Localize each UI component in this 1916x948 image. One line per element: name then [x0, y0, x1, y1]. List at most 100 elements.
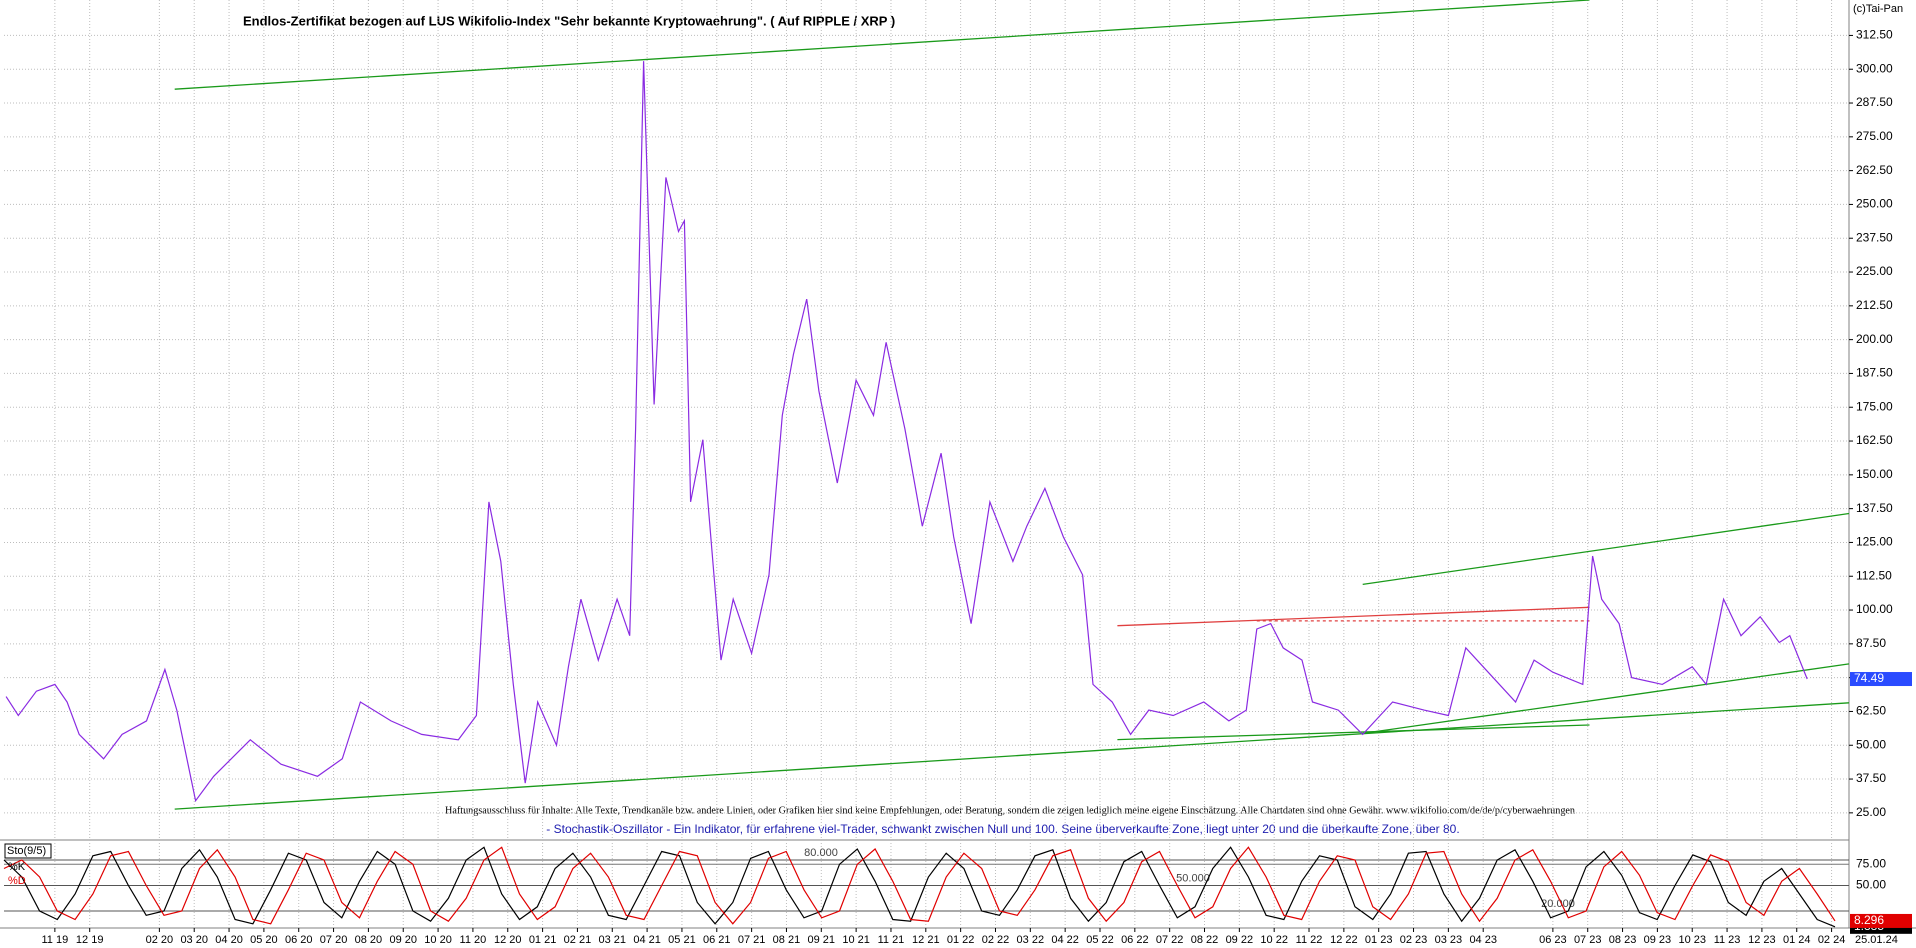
x-tick-label: 02 20: [146, 934, 174, 946]
y-tick-label: 100.00: [1856, 602, 1893, 616]
series-line: [5, 61, 1808, 803]
level-label: 80.000: [804, 847, 838, 859]
x-tick-label: 09 23: [1644, 934, 1672, 946]
y-tick-label: 212.50: [1856, 298, 1893, 312]
y-tick-label: 37.50: [1856, 771, 1886, 785]
y-tick-label: 112.50: [1856, 568, 1892, 582]
x-tick-label: 05 20: [250, 934, 278, 946]
trend-line: [174, 0, 1590, 90]
value-label: 74.49: [1854, 671, 1884, 685]
chart-title: Endlos-Zertifikat bezogen auf LUS Wikifo…: [243, 13, 895, 28]
x-tick-label: 04 22: [1051, 934, 1079, 946]
x-tick-label: 11 20: [460, 934, 487, 946]
trend-line: [1362, 663, 1850, 735]
y-tick-label: 50.00: [1856, 737, 1886, 751]
y-tick-label: 275.00: [1856, 129, 1893, 143]
x-tick-label: 05 22: [1086, 934, 1114, 946]
x-tick-label: 01 23: [1365, 934, 1393, 946]
x-tick-label: 10 22: [1260, 934, 1288, 946]
x-tick-label: 08 22: [1191, 934, 1219, 946]
x-tick-label: 12 20: [494, 934, 522, 946]
indicator-title: Sto(9/5): [7, 845, 46, 857]
x-tick-label: 11 23: [1714, 934, 1741, 946]
x-tick-label: 10 23: [1678, 934, 1706, 946]
level-label: 20.000: [1541, 898, 1575, 910]
level-label: 50.000: [1176, 872, 1210, 884]
y-tick-label: 200.00: [1856, 332, 1893, 346]
y-tick-label: 87.50: [1856, 636, 1886, 650]
y-tick-label: 150.00: [1856, 467, 1893, 481]
x-tick-label: 08 23: [1609, 934, 1637, 946]
x-tick-label: 11 19: [42, 934, 69, 946]
trend-line: [1117, 724, 1590, 741]
x-tick-label: 07 22: [1156, 934, 1184, 946]
x-tick-label: 01 21: [529, 934, 557, 946]
x-tick-label: 06 22: [1121, 934, 1149, 946]
x-tick-label: 10 20: [424, 934, 452, 946]
x-tick-label: 09 20: [389, 934, 417, 946]
trend-line: [174, 702, 1850, 810]
indicator-box: [4, 843, 52, 859]
x-tick-label: 01 22: [947, 934, 975, 946]
x-tick-label: 12 19: [76, 934, 104, 946]
x-tick-label: 04 23: [1469, 934, 1497, 946]
value-label: 8.296: [1854, 913, 1884, 927]
legend-label: %K: [8, 861, 26, 873]
indicator-note: - Stochastik-Oszillator - Ein Indikator,…: [546, 822, 1459, 836]
series-line: [3, 846, 1836, 928]
y-tick-label: 225.00: [1856, 264, 1893, 278]
x-tick-label: 11 21: [878, 934, 905, 946]
trend-line: [1117, 606, 1590, 627]
y-tick-label: 250.00: [1856, 197, 1893, 211]
y-tick-label: 187.50: [1856, 366, 1893, 380]
y-tick-label: 237.50: [1856, 230, 1893, 244]
x-tick-label: 09 22: [1226, 934, 1254, 946]
x-tick-label: 12 23: [1748, 934, 1776, 946]
legend-label: %D: [8, 875, 26, 887]
x-tick-label: 01 24: [1783, 934, 1811, 946]
y-tick-label: 300.00: [1856, 61, 1893, 75]
x-tick-label: 03 23: [1435, 934, 1463, 946]
x-tick-label: 12 21: [912, 934, 940, 946]
x-tick-label: 07 23: [1574, 934, 1602, 946]
x-tick-label: 08 21: [773, 934, 801, 946]
y-tick-label: 125.00: [1856, 535, 1893, 549]
series-line: [3, 846, 1836, 925]
x-tick-label: 12 22: [1330, 934, 1358, 946]
y-tick-label: 287.50: [1856, 95, 1893, 109]
x-tick-label: 07 21: [738, 934, 766, 946]
y-tick-label: 175.00: [1856, 399, 1893, 413]
x-tick-label: 03 21: [598, 934, 626, 946]
y-tick-label: 62.50: [1856, 704, 1886, 718]
x-tick-label: 02 22: [982, 934, 1010, 946]
x-tick-label: 07 20: [320, 934, 348, 946]
disclaimer: Haftungsausschluss für Inhalte: Alle Tex…: [445, 805, 1575, 816]
x-tick-label: 02 21: [564, 934, 592, 946]
value-box: [1850, 672, 1912, 687]
x-tick-label: 02 23: [1400, 934, 1428, 946]
y-tick-label: 25.00: [1856, 805, 1886, 819]
x-tick-label: 02 24: [1818, 934, 1846, 946]
x-tick-label: 05 21: [668, 934, 696, 946]
date-label: 25.01.24: [1855, 934, 1898, 946]
y-tick-label: 75.00: [1856, 856, 1886, 870]
x-tick-label: 04 20: [215, 934, 243, 946]
x-tick-label: 06 20: [285, 934, 313, 946]
y-tick-label: 262.50: [1856, 163, 1893, 177]
value-box: [1850, 913, 1912, 928]
x-tick-label: 08 20: [355, 934, 383, 946]
x-tick-label: 06 23: [1539, 934, 1567, 946]
x-tick-label: 09 21: [808, 934, 836, 946]
x-tick-label: 11 22: [1296, 934, 1323, 946]
x-tick-label: 03 22: [1017, 934, 1045, 946]
trend-line: [1362, 512, 1850, 586]
y-tick-label: 162.50: [1856, 433, 1893, 447]
y-tick-label: 50.00: [1856, 878, 1886, 892]
x-tick-label: 04 21: [633, 934, 661, 946]
x-tick-label: 03 20: [180, 934, 208, 946]
y-tick-label: 312.50: [1856, 28, 1893, 42]
x-tick-label: 10 21: [842, 934, 870, 946]
